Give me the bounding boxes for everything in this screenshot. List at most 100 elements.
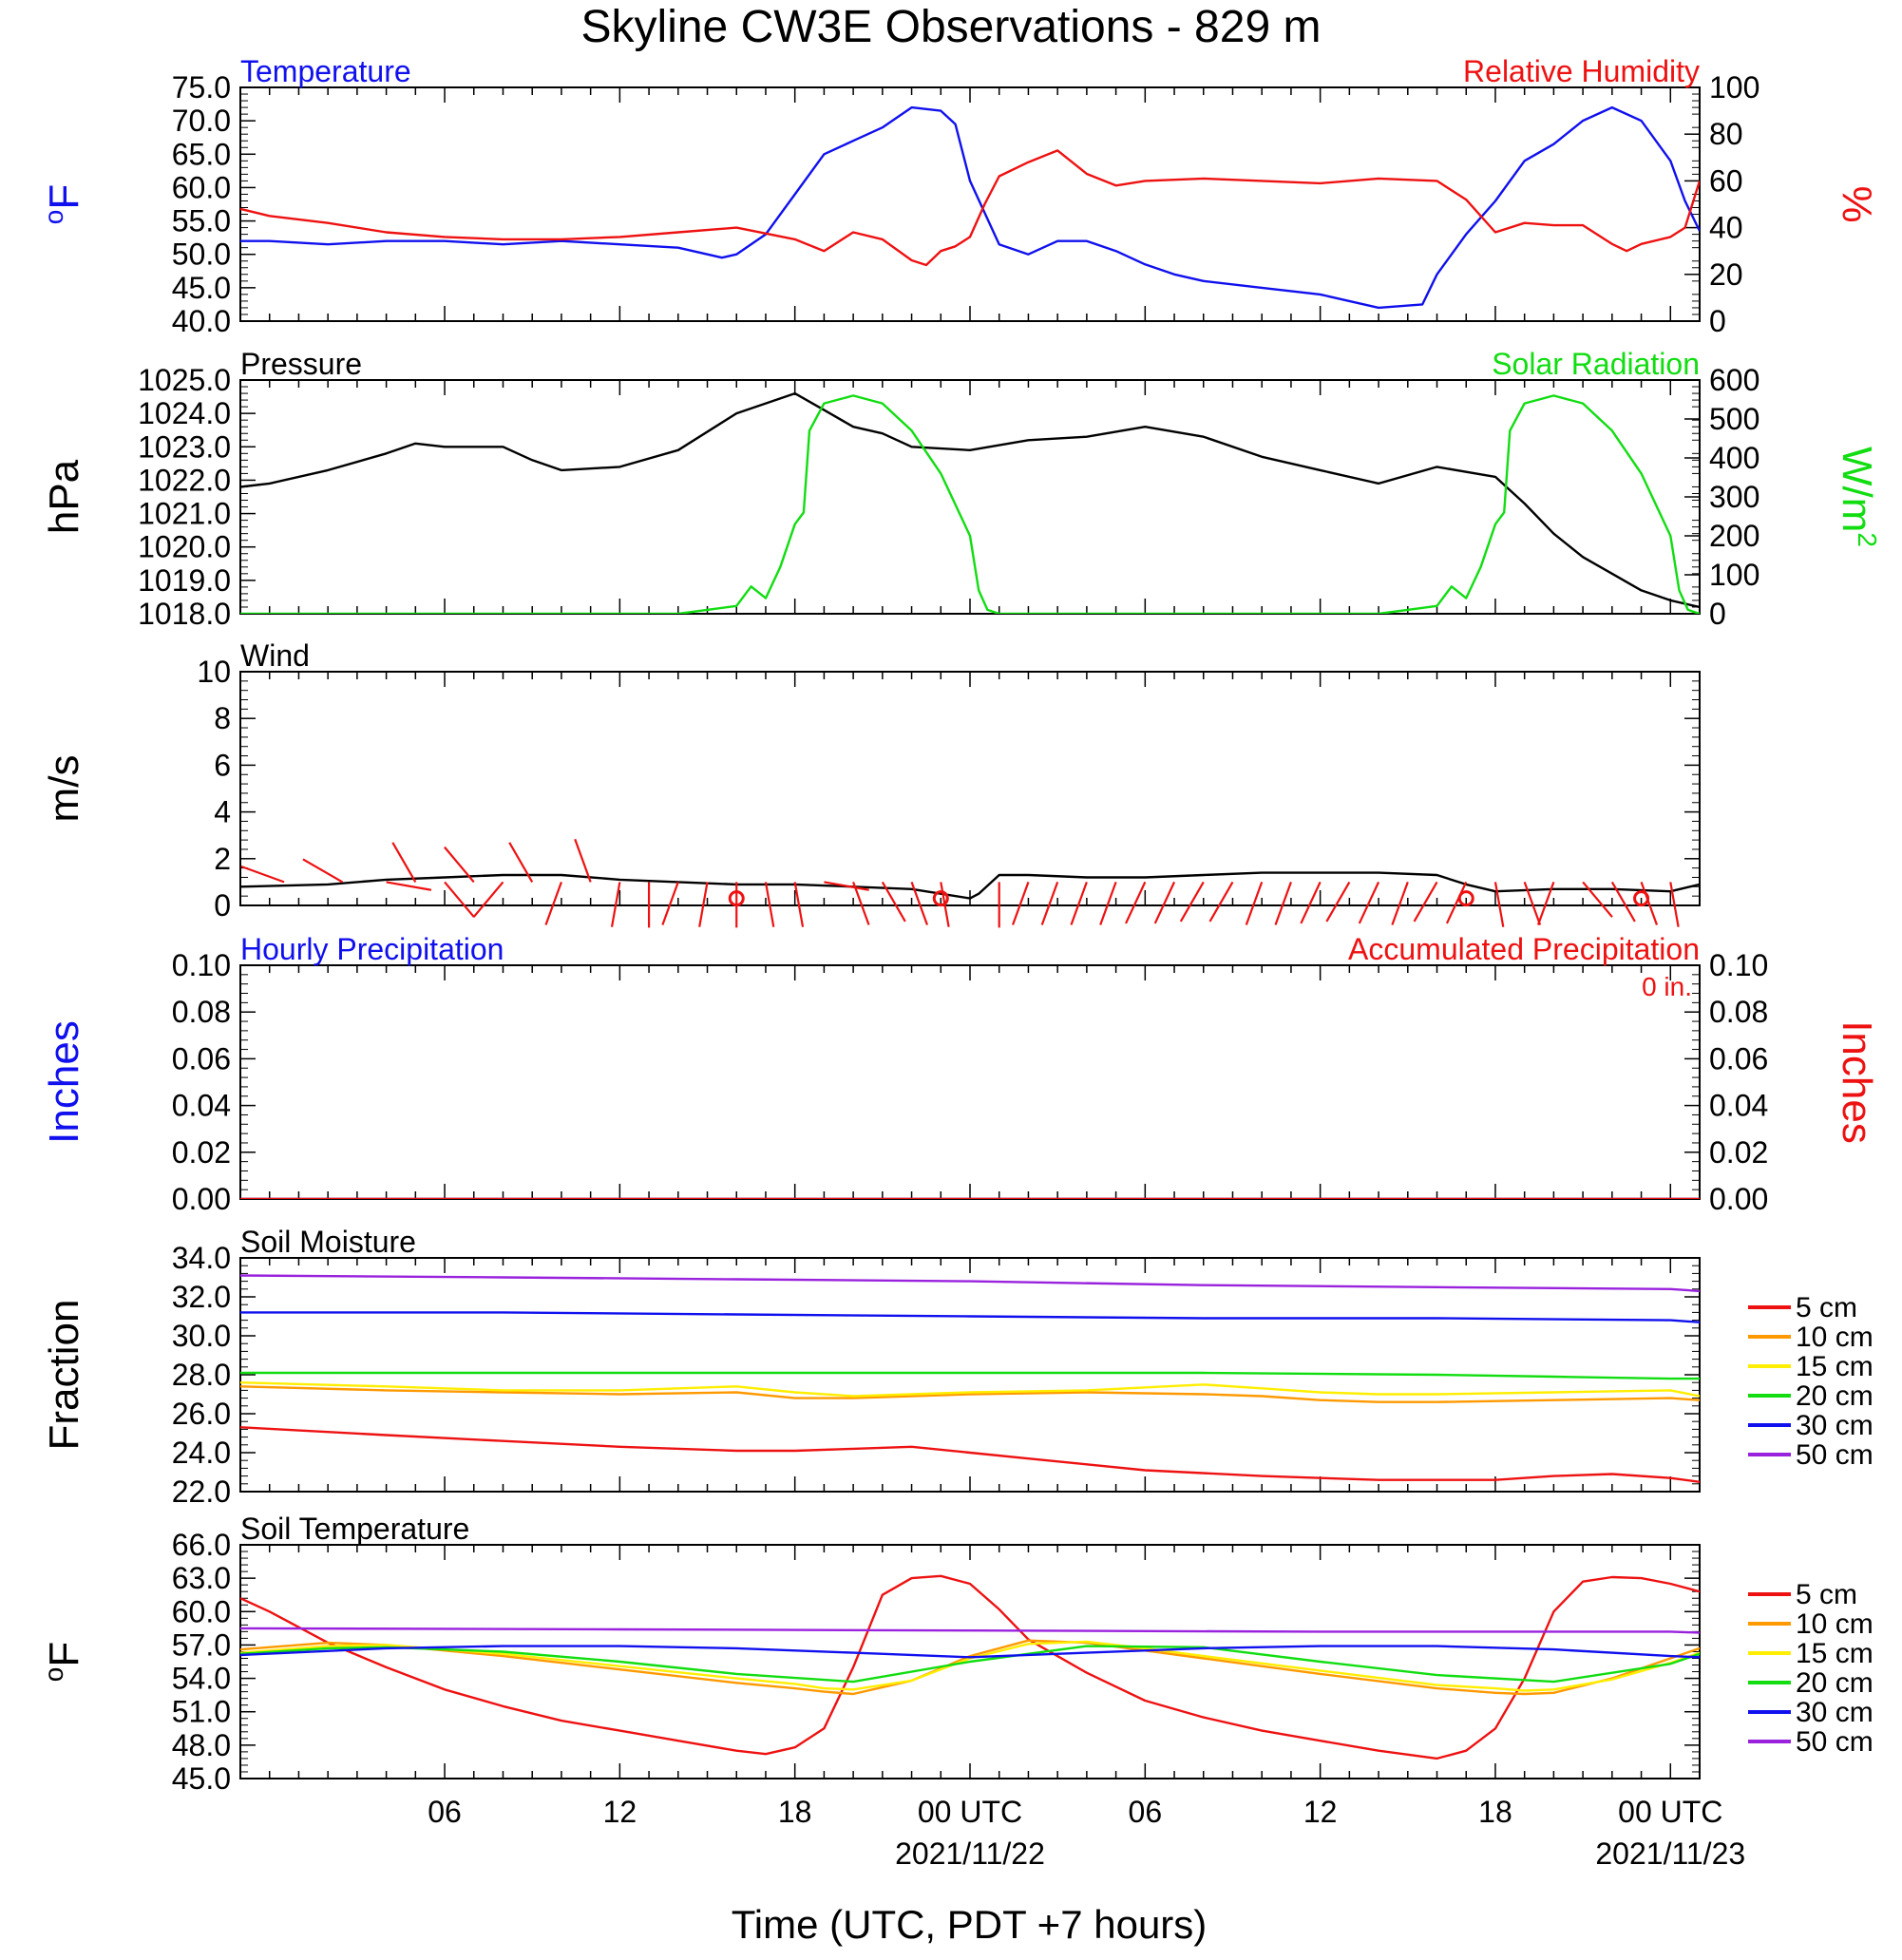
- wind-barb: [1640, 882, 1659, 925]
- wind-barb: [1358, 881, 1380, 924]
- panel-title-left: Temperature: [240, 54, 411, 88]
- panel-title-right: Relative Humidity: [1463, 54, 1700, 88]
- wind-barb: [764, 882, 775, 927]
- y-tick-label-right: 80: [1709, 117, 1743, 151]
- y-tick-label-left: 1021.0: [138, 497, 231, 531]
- series-line-temperature: [240, 105, 1700, 310]
- y-tick-label-right: 0: [1709, 597, 1726, 631]
- y-axis-label-left: Inches: [41, 1020, 87, 1144]
- wind-barb: [852, 882, 870, 925]
- wind-barb: [1208, 881, 1234, 923]
- y-tick-label-right: 500: [1709, 402, 1759, 436]
- panel-title-left: Pressure: [240, 347, 362, 381]
- wind-barb: [824, 881, 869, 891]
- x-tick-label: 12: [1303, 1795, 1338, 1829]
- wind-barb: [910, 882, 929, 925]
- wind-barb: [1413, 881, 1438, 923]
- y-tick-label-left: 65.0: [172, 137, 231, 171]
- wind-barb: [508, 842, 534, 883]
- x-date-label: 2021/11/22: [895, 1836, 1045, 1871]
- legend-label: 50 cm: [1796, 1726, 1873, 1758]
- y-tick-label-left: 0.00: [172, 1182, 231, 1216]
- y-tick-label-left: 1020.0: [138, 530, 231, 564]
- y-tick-label-left: 34.0: [172, 1241, 231, 1275]
- y-tick-label-right: 100: [1709, 70, 1759, 105]
- y-tick-label-right: 40: [1709, 211, 1743, 245]
- wind-barb: [698, 882, 709, 927]
- series-line-20-cm: [240, 1371, 1700, 1380]
- calm-wind-marker: [728, 890, 745, 907]
- y-tick-label-left: 63.0: [172, 1561, 231, 1595]
- wind-barb: [881, 881, 906, 923]
- y-axis-label-left: m/s: [41, 755, 87, 823]
- series-line-relative-humidity: [240, 149, 1700, 267]
- wind-barb: [1493, 882, 1505, 927]
- wind-barb: [1011, 882, 1030, 925]
- y-axis-label-left: oF: [39, 184, 87, 224]
- y-tick-label-left: 55.0: [172, 204, 231, 238]
- legend-label: 5 cm: [1796, 1579, 1857, 1610]
- y-tick-label-left: 0.10: [172, 948, 231, 982]
- panel-title-right: Accumulated Precipitation: [1348, 932, 1700, 966]
- legend-label: 15 cm: [1796, 1638, 1873, 1669]
- x-tick-label: 00 UTC: [918, 1795, 1022, 1829]
- x-tick-label: 00 UTC: [1618, 1795, 1722, 1829]
- wind-barb: [302, 858, 344, 884]
- calm-wind-marker: [932, 890, 949, 907]
- y-tick-label-left: 45.0: [172, 1761, 231, 1796]
- x-tick-label: 18: [778, 1795, 812, 1829]
- y-axis-label-right: W/m2: [1834, 447, 1882, 547]
- legend-label: 50 cm: [1796, 1439, 1873, 1471]
- panel-1: 40.045.050.055.060.065.070.075.0 0 20 40 60 8…: [39, 54, 1880, 338]
- y-tick-label-right: 0.00: [1709, 1182, 1768, 1216]
- y-tick-label-left: 26.0: [172, 1397, 231, 1431]
- y-tick-label-left: 45.0: [172, 271, 231, 305]
- y-tick-label-left: 0.04: [172, 1089, 231, 1123]
- y-tick-label-right: 100: [1709, 558, 1759, 592]
- series-line-wind: [240, 871, 1700, 900]
- y-tick-label-left: 24.0: [172, 1436, 231, 1470]
- wind-barb: [240, 865, 285, 884]
- panel-title-left: Soil Moisture: [240, 1225, 416, 1259]
- wind-barb: [610, 882, 621, 927]
- legend-label: 10 cm: [1796, 1322, 1873, 1353]
- calm-wind-marker: [1457, 890, 1474, 907]
- y-tick-label-left: 75.0: [172, 70, 231, 105]
- y-tick-label-left: 30.0: [172, 1319, 231, 1353]
- y-tick-label-left: 1019.0: [138, 563, 231, 598]
- y-tick-label-right: 300: [1709, 480, 1759, 514]
- panel-5: 22.0 24.0 26.0 28.0 30.0 32.0 34.0 Soil Moistur…: [41, 1225, 1873, 1509]
- series-line-15-cm: [240, 1381, 1700, 1398]
- y-tick-label-left: 22.0: [172, 1475, 231, 1509]
- x-tick-label: 12: [603, 1795, 637, 1829]
- y-tick-label-left: 60.0: [172, 1594, 231, 1628]
- series-line-10-cm: [240, 1385, 1700, 1403]
- series-line-pressure: [240, 391, 1700, 609]
- y-tick-label-right: 20: [1709, 257, 1743, 292]
- panel-6: 45.048.051.054.057.060.063.066.0 Soil Tem…: [39, 1512, 1873, 1796]
- y-tick-label-left: 8: [214, 701, 231, 735]
- accumulated-total-label: 0 in.: [1642, 972, 1692, 1001]
- legend-label: 30 cm: [1796, 1410, 1873, 1441]
- y-tick-label-left: 51.0: [172, 1695, 231, 1729]
- y-tick-label-left: 1018.0: [138, 597, 231, 631]
- panel-2: 1018.01019.01020.01021.01022.01023.01024…: [41, 347, 1882, 631]
- y-tick-label-right: 60: [1709, 163, 1743, 198]
- wind-barb: [793, 882, 805, 927]
- y-tick-label-right: 0.04: [1709, 1089, 1768, 1123]
- x-axis-label: Time (UTC, PDT +7 hours): [732, 1902, 1208, 1947]
- y-tick-label-left: 1022.0: [138, 463, 231, 497]
- y-tick-label-left: 4: [214, 795, 231, 829]
- y-tick-label-left: 40.0: [172, 304, 231, 338]
- wind-barb: [1245, 882, 1264, 925]
- wind-barb: [1274, 882, 1292, 925]
- plot-frame: [239, 964, 1701, 1200]
- series-line-5-cm: [240, 1426, 1700, 1483]
- series-line-50-cm: [240, 1627, 1700, 1634]
- y-tick-label-right: 0.02: [1709, 1135, 1768, 1170]
- calm-wind-marker: [1633, 890, 1650, 907]
- wind-barb: [386, 881, 432, 891]
- series-line-20-cm: [240, 1645, 1700, 1684]
- figure-title: Skyline CW3E Observations - 829 m: [581, 2, 1322, 52]
- y-tick-label-right: 400: [1709, 441, 1759, 475]
